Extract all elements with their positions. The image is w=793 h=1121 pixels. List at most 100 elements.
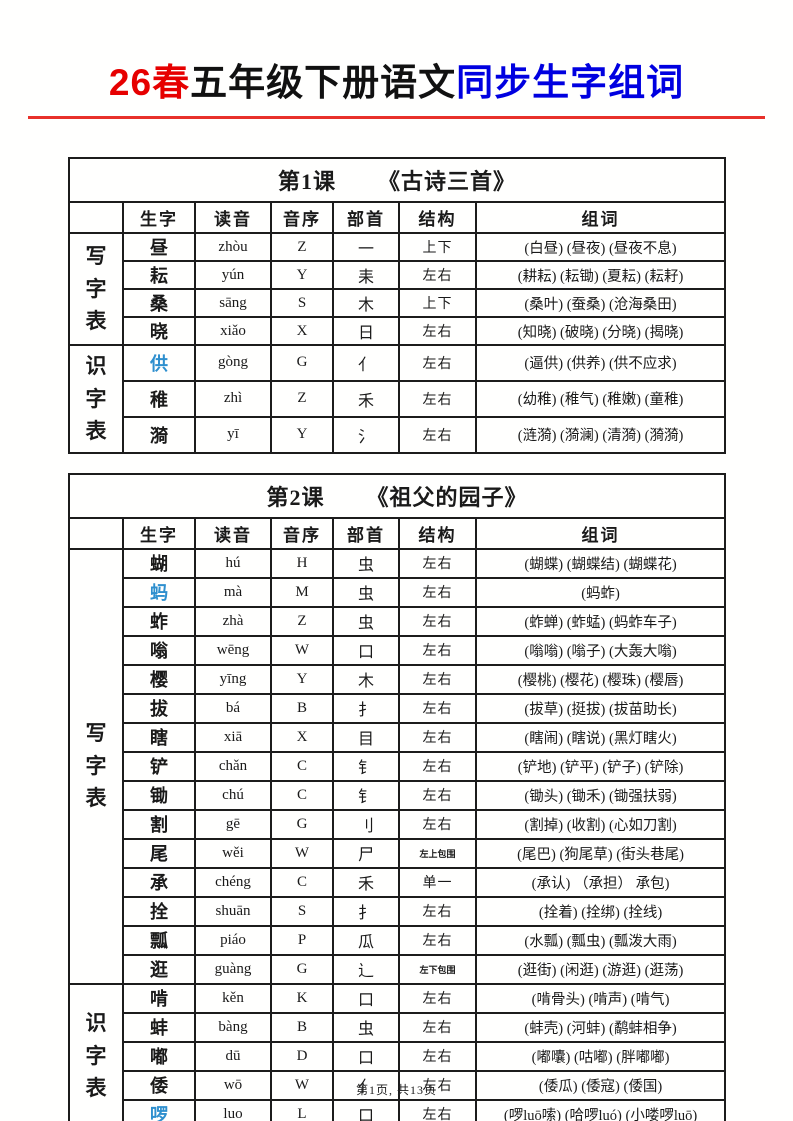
radical-cell: 尸 (332, 837, 400, 869)
character-cell: 锄 (122, 779, 196, 811)
table-row: 桑 sāng S 木上下 (桑叶) (蚕桑) (沧海桑田) (69, 288, 727, 318)
structure-cell: 左右 (398, 547, 477, 579)
alphabetical-order-cell: C (270, 750, 334, 782)
radical-cell: 日 (332, 316, 400, 346)
table-row: 拔 bá B 扌左右 (拔草) (挺拔) (拔苗助长) (69, 692, 727, 724)
radical-cell: 扌 (332, 895, 400, 927)
word-groups-cell: (倭瓜) (倭寇) (倭国) (474, 1069, 727, 1101)
word-groups-cell: (白昼) (昼夜) (昼夜不息) (474, 232, 727, 262)
word-groups-cell: (啰luō嗦) (哈啰luó) (小喽啰luō) (474, 1098, 727, 1121)
table-row: 稚 zhì Z 禾左右 (幼稚) (稚气) (稚嫩) (童稚) (69, 379, 727, 418)
alphabetical-order-cell: X (270, 721, 334, 753)
structure-cell: 左右 (398, 260, 477, 290)
table-row: 写字表蝴 hú H 虫左右 (蝴蝶) (蝴蝶结) (蝴蝶花) (68, 547, 727, 985)
word-groups-cell: (樱桃) (樱花) (樱珠) (樱唇) (474, 663, 727, 695)
pinyin-cell: gē (194, 808, 272, 840)
word-groups-cell: (尾巴) (狗尾草) (街头巷尾) (474, 837, 727, 869)
structure-cell: 左右 (398, 692, 477, 724)
character-cell: 尾 (122, 837, 196, 869)
pinyin-cell: dū (194, 1040, 272, 1072)
word-groups-cell: (瞎闹) (瞎说) (黑灯瞎火) (474, 721, 727, 753)
pinyin-cell: yīng (194, 663, 272, 695)
pinyin-cell: kěn (194, 982, 272, 1014)
table-row: 蚌 bàng B 虫左右 (蚌壳) (河蚌) (鹬蚌相争) (69, 1011, 727, 1043)
radical-cell: 一 (332, 232, 400, 262)
alphabetical-order-cell: S (270, 895, 334, 927)
table-row: 樱 yīng Y 木左右 (樱桃) (樱花) (樱珠) (樱唇) (69, 663, 727, 695)
table-row: 倭 wō W 亻左右 (倭瓜) (倭寇) (倭国) (69, 1069, 727, 1101)
structure-cell: 左右 (398, 576, 477, 608)
radical-cell: 瓜 (332, 924, 400, 956)
table-row: 瓢 piáo P 瓜左右 (水瓢) (瓢虫) (瓢泼大雨) (69, 924, 727, 956)
structure-cell: 左右 (398, 808, 477, 840)
alphabetical-order-cell: H (270, 547, 334, 579)
page-title: 26春五年级下册语文同步生字组词 (0, 52, 793, 106)
structure-cell: 左右 (398, 605, 477, 637)
alphabetical-order-cell: K (270, 982, 334, 1014)
word-groups-cell: (耕耘) (耘锄) (夏耘) (耘耔) (474, 260, 727, 290)
column-header-row: 生字 读音 音序 部首 结构 组词 (68, 516, 727, 550)
section-label: 识字表 (68, 982, 124, 1121)
alphabetical-order-cell: B (270, 1011, 334, 1043)
character-cell: 割 (122, 808, 196, 840)
character-cell: 蚌 (122, 1011, 196, 1043)
character-cell: 承 (122, 866, 196, 898)
blank-header-cell (68, 516, 124, 550)
character-cell: 瓢 (122, 924, 196, 956)
character-cell: 嘟 (122, 1040, 196, 1072)
structure-cell: 左右 (398, 982, 477, 1014)
word-groups-cell: (桑叶) (蚕桑) (沧海桑田) (474, 288, 727, 318)
pinyin-cell: shuān (194, 895, 272, 927)
structure-cell: 左右 (398, 750, 477, 782)
pinyin-cell: xiǎo (194, 316, 272, 346)
page-title-red: 26春 (108, 62, 191, 103)
word-groups-cell: (逛街) (闲逛) (游逛) (逛荡) (474, 953, 727, 985)
alphabetical-order-cell: Y (270, 260, 334, 290)
pinyin-cell: gòng (194, 344, 272, 382)
column-header: 生字 (122, 516, 196, 550)
section-label: 写字表 (68, 232, 124, 346)
alphabetical-order-cell: B (270, 692, 334, 724)
word-groups-cell: (嘟囔) (咕嘟) (胖嘟嘟) (474, 1040, 727, 1072)
character-cell: 嗡 (122, 634, 196, 666)
radical-cell: 辶 (332, 953, 400, 985)
column-header: 部首 (332, 201, 400, 234)
word-groups-cell: (知晓) (破晓) (分晓) (揭晓) (474, 316, 727, 346)
section-label: 识字表 (68, 344, 124, 454)
word-groups-cell: (蝴蝶) (蝴蝶结) (蝴蝶花) (474, 547, 727, 579)
table-row: 割 gē G 刂左右 (割掉) (收割) (心如刀割) (69, 808, 727, 840)
word-groups-cell: (嗡嗡) (嗡子) (大轰大嗡) (474, 634, 727, 666)
character-cell: 啰 (122, 1098, 196, 1121)
table-row: 晓 xiǎo X 日左右 (知晓) (破晓) (分晓) (揭晓) (69, 316, 727, 346)
table-row: 铲 chǎn C 钅左右 (铲地) (铲平) (铲子) (铲除) (69, 750, 727, 782)
section-label: 写字表 (68, 547, 124, 985)
character-cell: 铲 (122, 750, 196, 782)
structure-cell: 左下包围 (398, 953, 477, 985)
word-groups-cell: (幼稚) (稚气) (稚嫩) (童稚) (474, 379, 727, 418)
alphabetical-order-cell: G (270, 953, 334, 985)
alphabetical-order-cell: C (270, 866, 334, 898)
table-row: 识字表啃 kěn K 口左右 (啃骨头) (啃声) (啃气) (68, 982, 727, 1121)
word-groups-cell: (蚂蚱) (474, 576, 727, 608)
structure-cell: 左右 (398, 1040, 477, 1072)
character-cell: 蚱 (122, 605, 196, 637)
lesson-title: 第2课 《祖父的园子》 (67, 472, 727, 519)
pinyin-cell: mà (194, 576, 272, 608)
word-groups-cell: (逼供) (供养) (供不应求) (474, 344, 727, 382)
radical-cell: 亻 (332, 344, 400, 382)
word-groups-cell: (拔草) (挺拔) (拔苗助长) (474, 692, 727, 724)
radical-cell: 禾 (332, 866, 400, 898)
table-row: 锄 chú C 钅左右 (锄头) (锄禾) (锄强扶弱) (69, 779, 727, 811)
radical-cell: 虫 (332, 1011, 400, 1043)
table-row: 尾 wěi W 尸左上包围 (尾巴) (狗尾草) (街头巷尾) (69, 837, 727, 869)
column-header: 组词 (474, 516, 727, 550)
word-groups-cell: (铲地) (铲平) (铲子) (铲除) (474, 750, 727, 782)
alphabetical-order-cell: Z (270, 379, 334, 418)
structure-cell: 左右 (398, 1011, 477, 1043)
structure-cell: 左右 (398, 779, 477, 811)
column-header: 结构 (398, 516, 477, 550)
pinyin-cell: hú (194, 547, 272, 579)
alphabetical-order-cell: C (270, 779, 334, 811)
alphabetical-order-cell: Y (270, 415, 334, 454)
radical-cell: 耒 (332, 260, 400, 290)
